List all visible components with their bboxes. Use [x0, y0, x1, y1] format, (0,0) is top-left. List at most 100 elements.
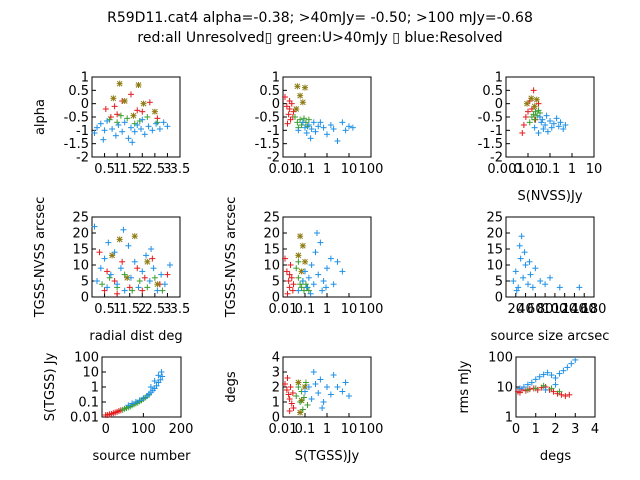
- y-tick-label: 1: [81, 71, 89, 86]
- point-blue: [315, 271, 322, 278]
- point-red: [525, 108, 531, 115]
- x-tick-label: 3: [571, 422, 579, 437]
- y-axis-label: TGSS-NVSS arcsec: [224, 197, 239, 319]
- point-olive: [109, 252, 116, 259]
- point-blue: [153, 120, 160, 127]
- point-blue: [105, 239, 112, 246]
- x-tick-label: 100: [131, 422, 156, 437]
- point-green: [302, 379, 309, 386]
- point-red: [286, 396, 293, 402]
- x-tick-label: 0.1: [295, 422, 316, 437]
- x-tick-label: 1: [323, 422, 331, 437]
- point-blue: [547, 274, 553, 281]
- x-tick-label: 0: [102, 422, 110, 437]
- point-olive: [116, 236, 123, 243]
- point-blue: [539, 116, 546, 123]
- point-blue: [138, 126, 145, 132]
- x-tick-label: 200: [169, 422, 194, 437]
- point-olive: [110, 95, 117, 102]
- point-blue: [305, 274, 312, 281]
- y-tick-label: 25: [263, 211, 280, 226]
- point-blue: [97, 265, 104, 272]
- point-blue: [334, 384, 341, 390]
- point-red: [526, 98, 533, 104]
- point-red: [126, 284, 133, 291]
- y-tick-label: 10: [72, 259, 89, 274]
- point-red: [164, 271, 171, 278]
- point-blue: [161, 281, 168, 288]
- y-tick-label: -2: [76, 151, 89, 166]
- point-green: [117, 112, 124, 119]
- point-green: [531, 116, 538, 123]
- point-green: [295, 384, 302, 390]
- point-blue: [556, 370, 563, 377]
- y-tick-label: -0.5: [478, 111, 503, 126]
- plot-frame: [505, 76, 595, 158]
- point-green: [540, 382, 547, 389]
- point-blue: [141, 131, 148, 138]
- point-blue: [317, 376, 324, 383]
- point-blue: [312, 249, 319, 256]
- point-red: [290, 108, 297, 115]
- point-blue: [535, 130, 542, 136]
- point-green: [151, 274, 158, 281]
- x-tick-label: 2.5: [145, 162, 166, 177]
- point-red: [139, 287, 146, 294]
- point-red: [288, 400, 295, 407]
- x-tick-label: 0.5: [94, 162, 115, 177]
- point-red: [114, 290, 121, 297]
- point-blue: [310, 369, 317, 375]
- y-tick-label: 3: [272, 366, 280, 381]
- point-red: [284, 375, 291, 381]
- point-blue: [97, 120, 104, 127]
- y-axis-label: S(TGSS) Jy: [43, 352, 58, 421]
- y-tick-label: 0: [495, 291, 503, 306]
- y-tick-label: 10: [82, 366, 99, 381]
- point-red: [284, 290, 291, 297]
- point-blue: [131, 258, 138, 265]
- y-axis-label: rms mJy: [457, 360, 472, 413]
- point-blue: [319, 287, 326, 294]
- point-blue: [542, 386, 549, 393]
- point-green: [159, 287, 166, 294]
- point-blue: [320, 278, 327, 284]
- point-blue: [143, 252, 150, 259]
- x-axis-label: S(TGSS)Jy: [295, 449, 360, 464]
- point-red: [530, 87, 537, 94]
- point-blue: [120, 226, 127, 233]
- y-tick-label: 5: [81, 275, 89, 290]
- point-blue: [308, 396, 315, 402]
- x-tick-label: 80: [537, 302, 554, 317]
- point-blue: [327, 122, 334, 128]
- point-blue: [129, 139, 136, 146]
- point-green: [114, 119, 121, 126]
- y-tick-label: -1.5: [255, 137, 280, 152]
- panel-p2: 0.010.1 1 10 100-2-1.5-1-0.500.51: [255, 71, 384, 178]
- point-red: [285, 278, 292, 284]
- y-tick-label: 10: [263, 259, 280, 274]
- point-green: [293, 265, 300, 272]
- point-olive: [302, 84, 308, 91]
- point-blue: [339, 119, 346, 126]
- y-tick-label: 4: [272, 351, 280, 366]
- point-blue: [146, 278, 153, 284]
- point-blue: [516, 385, 523, 392]
- point-blue: [154, 287, 161, 294]
- point-blue: [134, 122, 141, 128]
- point-green: [124, 115, 131, 122]
- point-olive: [299, 99, 306, 106]
- point-blue: [520, 384, 527, 390]
- point-red: [283, 387, 290, 393]
- point-blue: [542, 122, 549, 128]
- point-blue: [520, 274, 527, 281]
- point-red: [522, 114, 529, 120]
- point-blue: [342, 379, 349, 386]
- point-red: [289, 287, 296, 294]
- point-red: [149, 255, 156, 262]
- point-green: [136, 278, 143, 284]
- point-blue: [339, 388, 346, 395]
- y-tick-label: -1.5: [478, 137, 503, 152]
- point-blue: [315, 123, 322, 130]
- point-olive: [297, 92, 304, 99]
